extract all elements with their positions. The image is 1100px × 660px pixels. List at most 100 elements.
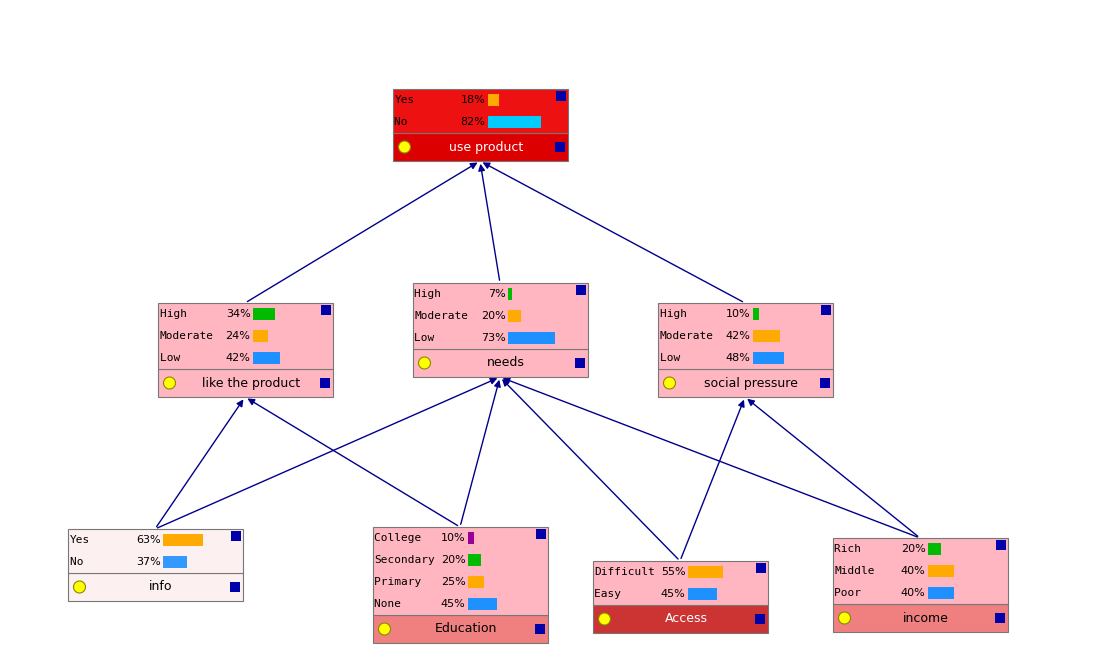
Bar — [320, 305, 330, 315]
Circle shape — [418, 357, 430, 369]
Bar — [507, 332, 556, 344]
Bar — [412, 349, 587, 377]
Bar — [67, 573, 242, 601]
Text: 37%: 37% — [135, 557, 161, 567]
Bar — [468, 532, 474, 544]
Circle shape — [598, 613, 611, 625]
Bar — [253, 352, 279, 364]
Text: 34%: 34% — [226, 309, 251, 319]
Text: High: High — [160, 309, 213, 319]
Text: use product: use product — [449, 141, 524, 154]
Bar — [319, 378, 330, 388]
Bar — [231, 531, 241, 541]
Text: High: High — [660, 309, 714, 319]
Text: 7%: 7% — [487, 289, 506, 299]
Text: Secondary: Secondary — [374, 555, 436, 565]
Bar — [658, 369, 833, 397]
Bar — [833, 604, 1008, 632]
Bar — [556, 91, 565, 101]
Bar — [412, 283, 587, 349]
Text: Low: Low — [415, 333, 469, 343]
Bar — [373, 615, 548, 643]
Text: income: income — [903, 612, 949, 624]
Circle shape — [378, 623, 390, 635]
Text: Yes: Yes — [395, 95, 415, 105]
Bar — [658, 303, 833, 369]
Bar — [755, 614, 764, 624]
Text: 63%: 63% — [136, 535, 161, 545]
Bar — [487, 116, 541, 128]
Text: 45%: 45% — [661, 589, 685, 599]
Text: Low: Low — [160, 353, 213, 363]
Bar — [927, 587, 954, 599]
Text: 42%: 42% — [226, 353, 251, 363]
Text: 82%: 82% — [461, 117, 485, 127]
Text: High: High — [415, 289, 469, 299]
Bar — [756, 563, 766, 573]
Text: 24%: 24% — [226, 331, 251, 341]
Bar — [468, 576, 484, 588]
Circle shape — [74, 581, 86, 593]
Text: Access: Access — [664, 612, 707, 626]
Circle shape — [398, 141, 410, 153]
Bar — [752, 308, 759, 320]
Bar — [996, 540, 1005, 550]
Bar — [393, 133, 568, 161]
Bar — [468, 598, 497, 610]
Bar — [752, 352, 783, 364]
Bar — [821, 305, 830, 315]
Bar — [163, 556, 187, 568]
Text: Low: Low — [660, 353, 714, 363]
Circle shape — [838, 612, 850, 624]
Bar — [593, 561, 768, 605]
Text: Poor: Poor — [835, 588, 874, 598]
Text: 20%: 20% — [441, 555, 465, 565]
Text: Moderate: Moderate — [660, 331, 714, 341]
Text: like the product: like the product — [202, 376, 300, 389]
Text: Rich: Rich — [835, 544, 874, 554]
Bar — [507, 288, 512, 300]
Text: Moderate: Moderate — [415, 311, 469, 321]
Bar — [575, 285, 585, 295]
Circle shape — [164, 377, 176, 389]
Bar — [994, 613, 1004, 623]
Text: needs: needs — [487, 356, 525, 370]
Bar — [554, 142, 564, 152]
Text: Moderate: Moderate — [160, 331, 213, 341]
Text: Education: Education — [434, 622, 497, 636]
Text: Primary: Primary — [374, 577, 429, 587]
Bar — [536, 529, 546, 539]
Bar — [507, 310, 520, 322]
Bar — [927, 565, 954, 577]
Bar — [688, 566, 724, 578]
Bar — [157, 369, 332, 397]
Text: No: No — [69, 557, 90, 567]
Text: None: None — [374, 599, 429, 609]
Bar — [230, 582, 240, 592]
Text: 45%: 45% — [441, 599, 465, 609]
Text: 48%: 48% — [726, 353, 750, 363]
Bar — [535, 624, 544, 634]
Bar — [253, 308, 275, 320]
Text: College: College — [374, 533, 429, 543]
Bar — [373, 527, 548, 615]
Text: social pressure: social pressure — [704, 376, 798, 389]
Text: 25%: 25% — [441, 577, 465, 587]
Text: Difficult: Difficult — [594, 567, 656, 577]
Text: 42%: 42% — [726, 331, 750, 341]
Bar — [253, 330, 268, 342]
Bar — [67, 529, 242, 573]
Bar — [468, 554, 481, 566]
Bar — [157, 303, 332, 369]
Text: Easy: Easy — [594, 589, 649, 599]
Text: 20%: 20% — [481, 311, 506, 321]
Bar — [688, 588, 717, 600]
Text: Middle: Middle — [835, 566, 874, 576]
Text: 10%: 10% — [726, 309, 750, 319]
Circle shape — [663, 377, 675, 389]
Text: 20%: 20% — [901, 544, 925, 554]
Bar — [820, 378, 829, 388]
Bar — [752, 330, 780, 342]
Text: 18%: 18% — [461, 95, 485, 105]
Bar — [163, 534, 204, 546]
